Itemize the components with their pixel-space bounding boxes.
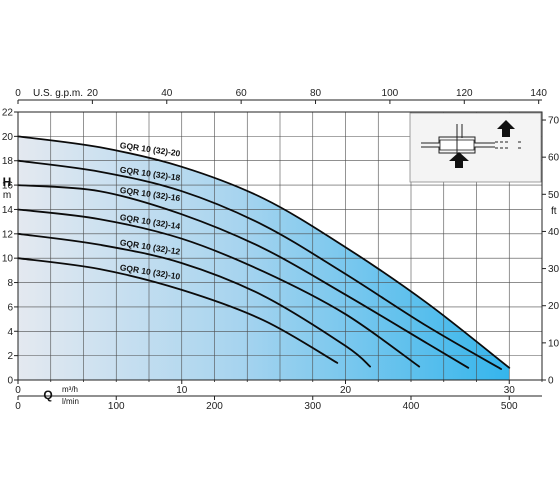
series-curve-6 xyxy=(17,257,339,364)
top-axis-tick-label: 80 xyxy=(310,88,322,99)
series-curve-4 xyxy=(17,208,421,368)
bottom-axis-2-tick-label: 0 xyxy=(15,401,21,412)
left-axis-tick-label: 2 xyxy=(7,351,13,362)
right-axis-tick-label: 0 xyxy=(548,376,554,387)
pump-outlet-lines xyxy=(495,141,522,149)
left-axis-tick-label: 14 xyxy=(2,205,14,216)
bottom-axis-2-tick-label: 500 xyxy=(501,401,518,412)
top-axis-tick-label: 120 xyxy=(456,88,473,99)
top-axis-tick-label: 100 xyxy=(382,88,399,99)
bottom-axis-tick-label: 30 xyxy=(504,385,516,396)
right-axis-unit: ft xyxy=(551,206,557,217)
left-axis-tick-label: 4 xyxy=(7,327,13,338)
top-axis-tick-label: 20 xyxy=(87,88,99,99)
top-axis-title: U.S. g.p.m. xyxy=(33,88,83,99)
right-axis-tick-label: 60 xyxy=(548,153,560,164)
bottom-axis-2-tick-label: 100 xyxy=(108,401,125,412)
right-axis-tick-label: 10 xyxy=(548,338,560,349)
top-axis-tick-label: 140 xyxy=(530,88,547,99)
bottom-axis-unit-2: l/min xyxy=(62,397,79,406)
bottom-axis-2-tick-label: 200 xyxy=(206,401,223,412)
bottom-axis-unit-1: m³/h xyxy=(62,385,78,394)
bottom-axis-tick-label: 20 xyxy=(340,385,352,396)
left-axis-tick-label: 22 xyxy=(2,108,14,119)
top-axis-tick-label: 60 xyxy=(236,88,248,99)
left-axis-tick-label: 0 xyxy=(7,376,13,387)
bottom-axis-2-tick-label: 400 xyxy=(403,401,420,412)
left-axis-tick-label: 12 xyxy=(2,229,14,240)
series-curve-2 xyxy=(17,159,502,370)
inlet-arrow-icon xyxy=(449,152,469,168)
left-axis-title: H xyxy=(3,175,12,189)
outlet-arrow-icon xyxy=(497,120,515,137)
bottom-axis-tick-label: 0 xyxy=(15,385,21,396)
series-curve-3 xyxy=(17,184,470,369)
left-axis-tick-label: 8 xyxy=(7,278,13,289)
bottom-axis-tick-label: 10 xyxy=(176,385,188,396)
left-axis-tick-label: 10 xyxy=(2,254,14,265)
right-axis-tick-label: 20 xyxy=(548,301,560,312)
top-axis-tick-label: 0 xyxy=(15,88,21,99)
series-curve-1 xyxy=(17,135,511,369)
left-axis-unit: m xyxy=(3,190,11,201)
left-axis-tick-label: 6 xyxy=(7,302,13,313)
right-axis-tick-label: 50 xyxy=(548,190,560,201)
pump-schematic-inset xyxy=(409,112,542,183)
right-axis-tick-label: 30 xyxy=(548,264,560,275)
top-axis-tick-label: 40 xyxy=(161,88,173,99)
left-axis-tick-label: 18 xyxy=(2,156,14,167)
right-axis-tick-label: 70 xyxy=(548,116,560,127)
bottom-axis-2-title: Q xyxy=(43,388,52,402)
bottom-axis-2-tick-label: 300 xyxy=(304,401,321,412)
series-curve-5 xyxy=(17,232,371,368)
left-axis-tick-label: 16 xyxy=(2,181,14,192)
left-axis-tick-label: 20 xyxy=(2,132,14,143)
right-axis-tick-label: 40 xyxy=(548,227,560,238)
